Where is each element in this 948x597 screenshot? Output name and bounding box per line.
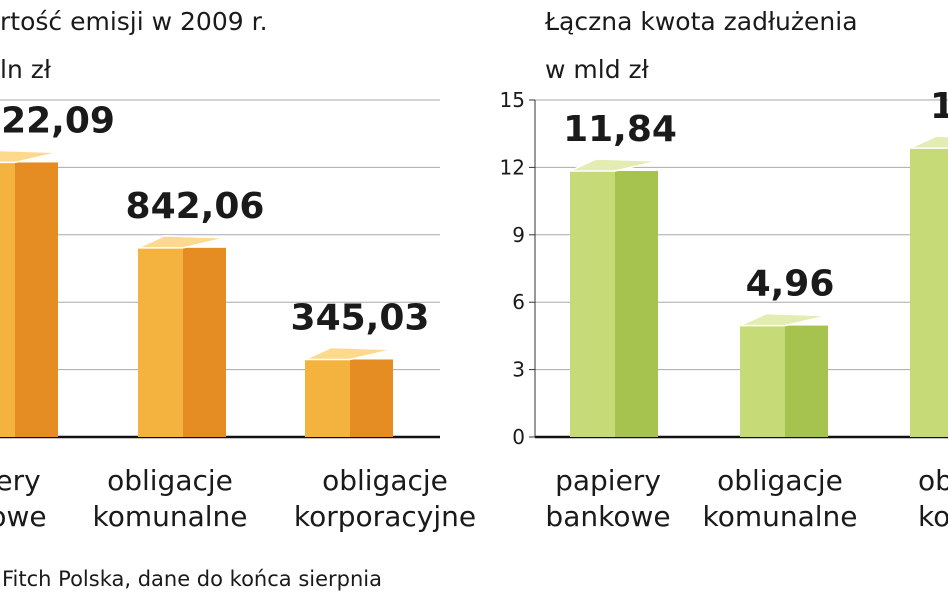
x-tick-label: obligacje — [717, 464, 843, 497]
x-tick-label: komunalne — [92, 500, 247, 533]
bar-front — [0, 162, 15, 437]
value-label: 345,03 — [291, 297, 430, 338]
y-tick-label: 0 — [512, 425, 525, 449]
bar-top — [909, 135, 948, 149]
y-tick-label: 15 — [500, 88, 525, 112]
bar-top — [569, 158, 659, 172]
x-tick-label: korp — [918, 500, 948, 533]
chart-subtitle: ln zł — [0, 55, 52, 84]
value-label: 4,96 — [746, 264, 835, 305]
bar-top — [137, 235, 227, 249]
x-tick-label: obligacje — [322, 464, 448, 497]
x-tick-label: bankowe — [545, 500, 670, 533]
bar-side — [785, 325, 828, 437]
y-tick-label: 12 — [500, 155, 525, 179]
bar-side — [615, 170, 658, 437]
bar-front — [305, 359, 350, 437]
x-tick-label: obligacje — [107, 464, 233, 497]
bar-top — [739, 312, 829, 327]
x-tick-label: ob — [918, 464, 948, 497]
value-label: 22,09 — [1, 100, 115, 141]
bar-side — [15, 162, 58, 437]
x-tick-label: owe — [0, 500, 47, 533]
bar-top — [0, 149, 59, 164]
value-label: 12 — [930, 86, 948, 127]
x-tick-label: komunalne — [702, 500, 857, 533]
value-label: 11,84 — [563, 109, 677, 150]
y-tick-label: 6 — [512, 290, 525, 314]
x-tick-label: ery — [0, 464, 41, 497]
y-tick-label: 9 — [512, 223, 525, 247]
y-tick-label: 3 — [512, 358, 525, 382]
bar-front — [570, 170, 615, 437]
value-label: 842,06 — [126, 186, 265, 227]
chart-title: rtość emisji w 2009 r. — [0, 7, 268, 36]
bar-front — [740, 325, 785, 437]
chart-subtitle: w mld zł — [545, 55, 650, 84]
chart-title: Łączna kwota zadłużenia — [544, 7, 858, 36]
bar-side — [183, 247, 226, 437]
bar-front — [138, 247, 183, 437]
x-tick-label: korporacyjne — [294, 500, 476, 533]
bar-front — [910, 148, 948, 437]
x-tick-label: papiery — [555, 464, 661, 497]
source: Fitch Polska, dane do końca sierpnia — [2, 567, 382, 591]
bar-side — [350, 359, 393, 437]
bar-top — [304, 346, 394, 361]
